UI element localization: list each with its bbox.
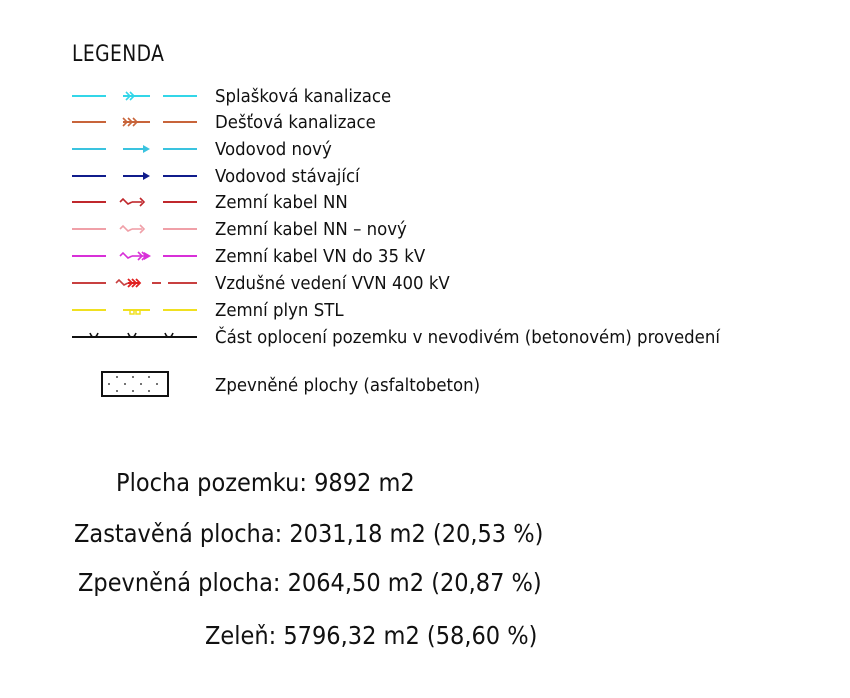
legend-item-label: Zemní kabel VN do 35 kV	[215, 246, 426, 267]
triple-chevron-line-icon	[72, 117, 197, 127]
legend-title: LEGENDA	[72, 42, 165, 67]
legend-item-label: Dešťová kanalizace	[215, 112, 376, 133]
zigzag-arrow-line-icon	[72, 197, 197, 207]
legend-item: Vodovod stávající	[0, 164, 850, 190]
paved-area-label: Zpevněné plochy (asfaltobeton)	[215, 375, 481, 396]
legend-item-label: Část oplocení pozemku v nevodivém (beton…	[215, 327, 720, 348]
legend-item: Dešťová kanalizace	[0, 110, 850, 136]
arrow-line-icon	[72, 172, 197, 180]
legend-item: Zemní plyn STL	[0, 298, 850, 324]
legend-item: Vodovod nový	[0, 137, 850, 163]
legend-item: Splašková kanalizace	[0, 84, 850, 110]
double-chevron-line-icon	[72, 91, 197, 101]
fence-ticks-line-icon	[72, 332, 197, 338]
legend-item-label: Vodovod stávající	[215, 166, 360, 187]
zigzag-double-arrow-line-icon	[72, 251, 197, 261]
legend-item: Zemní kabel NN – nový	[0, 217, 850, 243]
legend-item: Část oplocení pozemku v nevodivém (beton…	[0, 325, 850, 351]
paved-area-symbol	[101, 371, 169, 397]
legend-item-label: Vzdušné vedení VVN 400 kV	[215, 273, 450, 294]
legend-item: Zemní kabel NN	[0, 190, 850, 216]
plot-area-text: Plocha pozemku: 9892 m2	[116, 468, 415, 497]
zigzag-arrow-line-icon	[72, 224, 197, 234]
legend-item: Zemní kabel VN do 35 kV	[0, 244, 850, 270]
legend-item-label: Splašková kanalizace	[215, 86, 392, 107]
legend-item-label: Zemní kabel NN	[215, 192, 348, 213]
zigzag-triple-arrow-line-icon	[72, 278, 197, 288]
dotted-hatch-icon	[108, 376, 158, 392]
comb-line-icon	[72, 309, 197, 315]
legend-item-label: Zemní plyn STL	[215, 300, 344, 321]
legend-item: Vzdušné vedení VVN 400 kV	[0, 271, 850, 297]
legend-item-label: Zemní kabel NN – nový	[215, 219, 407, 240]
paved-area-text: Zpevněná plocha: 2064,50 m2 (20,87 %)	[78, 568, 542, 597]
arrow-line-icon	[72, 145, 197, 153]
built-area-text: Zastavěná plocha: 2031,18 m2 (20,53 %)	[74, 519, 544, 548]
green-area-text: Zeleň: 5796,32 m2 (58,60 %)	[205, 621, 538, 650]
legend-item-label: Vodovod nový	[215, 139, 332, 160]
